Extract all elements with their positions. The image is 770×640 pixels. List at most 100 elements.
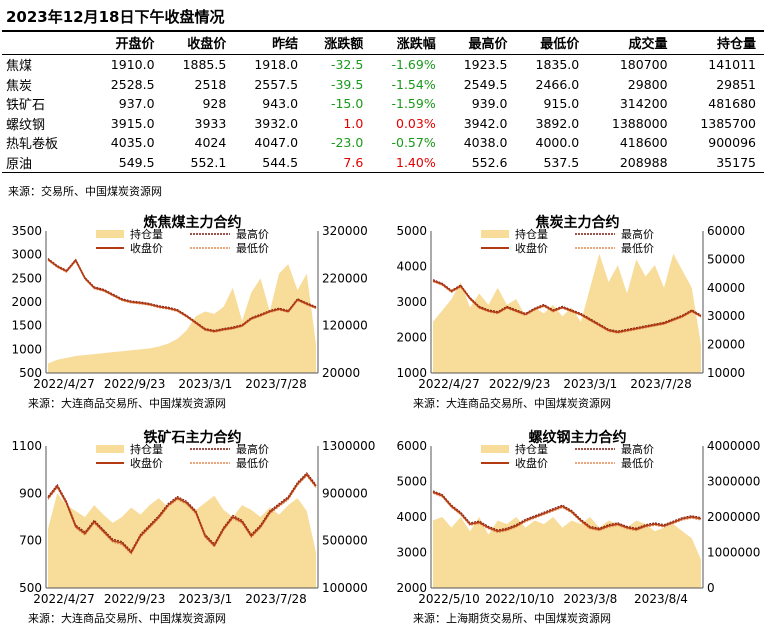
table-cell: 3942.0	[463, 115, 508, 131]
chart-svg: 2000 3000 4000 5000 6000 0 1000000 2000000 30000…	[396, 439, 760, 606]
table-cell: 544.5	[234, 152, 307, 173]
left-tick-label: 3000	[396, 295, 427, 309]
table-cell: 2466.0	[535, 76, 580, 92]
table-cell: -39.5	[330, 76, 364, 92]
legend-label: 最高价	[621, 227, 654, 241]
table-cell: 937.0	[118, 96, 155, 112]
table-cell: 915.0	[543, 96, 580, 112]
legend-label: 最高价	[236, 227, 269, 241]
x-tick-label: 2022/10/10	[485, 592, 554, 606]
chart-title: 炼焦煤主力合约	[143, 215, 242, 231]
table-header-cell: 涨跌幅	[371, 30, 444, 55]
legend-label: 最高价	[236, 442, 269, 456]
legend-label: 收盘价	[130, 456, 163, 470]
legend-label: 收盘价	[515, 456, 548, 470]
table-cell: 1910.0	[110, 57, 155, 73]
table-header-cell: 昨结	[234, 30, 307, 55]
right-tick-label: 10000	[707, 366, 745, 380]
table-cell: -15.0	[330, 96, 364, 112]
right-tick-label: 1000000	[707, 546, 760, 560]
table-cell: 焦炭	[6, 78, 33, 94]
table-cell: 4000.0	[535, 135, 580, 151]
table-cell: 原油	[2, 152, 91, 173]
legend-label: 最低价	[236, 242, 269, 255]
table-header-cell: 最低价	[515, 30, 588, 55]
left-tick-label: 4000	[396, 510, 427, 524]
left-tick-label: 3500	[11, 224, 42, 238]
table-body: 焦煤 1910.0 1885.5 1918.0 -32.5 -1.69% 1923.5 183…	[2, 55, 764, 173]
chart-rebar: 螺纹钢主力合约 2000 3000 4000 5000 6000 0 1000000 20000…	[385, 430, 770, 640]
table-cell: 1.40%	[371, 152, 444, 173]
legend-swatch-oi	[481, 445, 509, 453]
x-tick-label: 2022/9/23	[104, 377, 166, 391]
open-interest-area	[48, 264, 316, 373]
left-tick-label: 1500	[11, 319, 42, 333]
left-tick-label: 5000	[396, 224, 427, 238]
legend-label: 收盘价	[515, 241, 548, 255]
table-cell: 552.6	[443, 152, 516, 173]
left-tick-label: 900	[19, 486, 42, 500]
table-cell: 1388000	[611, 115, 668, 131]
table-cell: 2528.5	[110, 76, 155, 92]
x-tick-label: 2023/3/1	[178, 377, 232, 391]
chart-coking-coal: 炼焦煤主力合约 500 1000 1500 2000 2500 3000 3500 20000 1…	[0, 215, 385, 425]
table-header-cell: 收盘价	[162, 30, 235, 55]
legend-label: 持仓量	[515, 227, 548, 241]
legend-label: 最低价	[621, 457, 654, 470]
left-tick-label: 3000	[396, 546, 427, 560]
chart-title: 螺纹钢主力合约	[528, 430, 627, 446]
table-cell: 3933	[194, 115, 227, 131]
legend-label: 持仓量	[130, 227, 163, 241]
x-tick-label: 2023/3/1	[178, 592, 232, 606]
right-tick-label: 2000000	[707, 510, 760, 524]
legend-label: 最低价	[236, 457, 269, 470]
open-interest-area	[48, 493, 316, 588]
left-tick-label: 1000	[396, 366, 427, 380]
right-tick-label: 30000	[707, 309, 745, 323]
table-cell: 928	[202, 96, 227, 112]
table-header-cell: 成交量	[587, 30, 676, 55]
table-header-cell	[2, 30, 91, 55]
table-cell: 4035.0	[110, 135, 155, 151]
table-cell: -1.59%	[391, 96, 436, 112]
close-price-line	[432, 279, 702, 333]
table-cell: -1.69%	[391, 57, 436, 73]
table-cell: 900096	[708, 135, 756, 151]
table-cell: 481680	[708, 96, 756, 112]
table-cell: 铁矿石	[6, 98, 46, 114]
table-cell: -0.57%	[391, 135, 436, 151]
legend-label: 最高价	[621, 442, 654, 456]
close-price-line	[432, 491, 702, 533]
right-tick-label: 50000	[707, 252, 745, 266]
table-cell: 7.6	[306, 152, 372, 173]
table-cell: 418600	[619, 135, 668, 151]
x-tick-label: 2022/9/23	[104, 592, 166, 606]
x-tick-label: 2022/4/27	[418, 377, 480, 391]
left-tick-label: 2000	[396, 331, 427, 345]
table-cell: 939.0	[471, 96, 508, 112]
table-cell: 549.5	[90, 152, 163, 173]
right-tick-label: 220000	[322, 271, 368, 285]
right-tick-label: 1300000	[322, 439, 375, 453]
left-tick-label: 2500	[11, 271, 42, 285]
table-cell: 35175	[675, 152, 764, 173]
x-tick-label: 2023/7/28	[245, 377, 307, 391]
left-tick-label: 5000	[396, 475, 427, 489]
table-cell: 3932.0	[254, 115, 299, 131]
open-interest-area	[433, 253, 701, 373]
table-cell: -23.0	[330, 135, 364, 151]
table-row: 螺纹钢 3915.0 3933 3932.0 1.0 0.03% 3942.0 3892.0 1…	[2, 114, 764, 134]
x-tick-label: 2022/9/23	[489, 377, 551, 391]
chart-svg: 500 700 900 1100 100000 500000 900000 1300000 20…	[11, 439, 375, 606]
chart-source: 来源：大连商品交易所、中国煤炭资源网	[413, 397, 611, 410]
table-cell: 537.5	[515, 152, 588, 173]
table-header-cell: 开盘价	[90, 30, 163, 55]
x-tick-label: 2023/7/28	[630, 377, 692, 391]
left-tick-label: 500	[19, 366, 42, 380]
x-tick-label: 2022/4/27	[33, 377, 95, 391]
left-tick-label: 1000	[11, 342, 42, 356]
low-price-line	[432, 492, 702, 533]
table-header-row: 开盘价 收盘价 昨结 涨跌额 涨跌幅 最高价 最低价 成交量 持仓量	[2, 30, 764, 55]
table-source: 来源：交易所、中国煤炭资源网	[8, 185, 162, 198]
table-header-cell: 涨跌额	[306, 30, 372, 55]
